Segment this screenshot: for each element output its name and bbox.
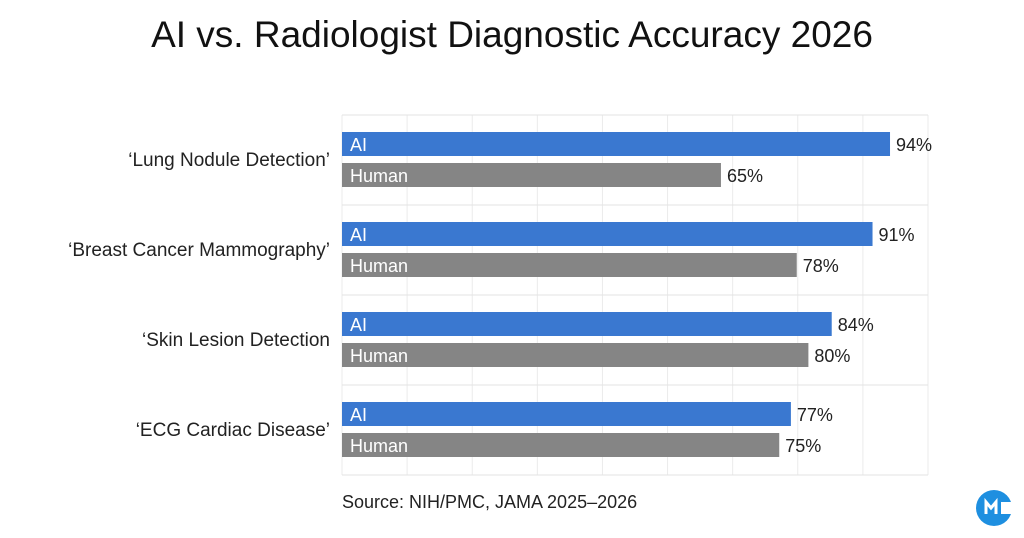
bar-ai (342, 402, 791, 426)
bar-ai (342, 132, 891, 156)
bar-series-label: Human (350, 346, 408, 366)
bar-series-label: Human (350, 166, 408, 186)
bar-series-label: AI (350, 225, 367, 245)
source-note: Source: NIH/PMC, JAMA 2025–2026 (342, 492, 638, 512)
bar-human (342, 253, 797, 277)
data-label: 77% (797, 405, 833, 425)
bar-series-label: Human (350, 436, 408, 456)
data-label: 84% (838, 315, 874, 335)
data-label: 80% (814, 346, 850, 366)
bar-series-label: AI (350, 405, 367, 425)
bar-human (342, 433, 780, 457)
category-label: ‘Lung Nodule Detection’ (128, 150, 330, 171)
bar-series-label: Human (350, 256, 408, 276)
bar-series-label: AI (350, 135, 367, 155)
bar-ai (342, 312, 832, 336)
category-label: ‘Skin Lesion Detection (142, 330, 330, 351)
category-label: ‘ECG Cardiac Disease’ (136, 420, 330, 441)
data-label: 91% (879, 225, 915, 245)
data-label: 78% (803, 256, 839, 276)
data-label: 75% (785, 436, 821, 456)
bar-human (342, 163, 721, 187)
bar-series-label: AI (350, 315, 367, 335)
brand-logo-icon (976, 490, 1013, 526)
data-label: 65% (727, 166, 763, 186)
data-label: 94% (896, 135, 932, 155)
bar-ai (342, 222, 873, 246)
chart-title: AI vs. Radiologist Diagnostic Accuracy 2… (151, 14, 873, 55)
bar-human (342, 343, 809, 367)
category-label: ‘Breast Cancer Mammography’ (68, 240, 330, 261)
